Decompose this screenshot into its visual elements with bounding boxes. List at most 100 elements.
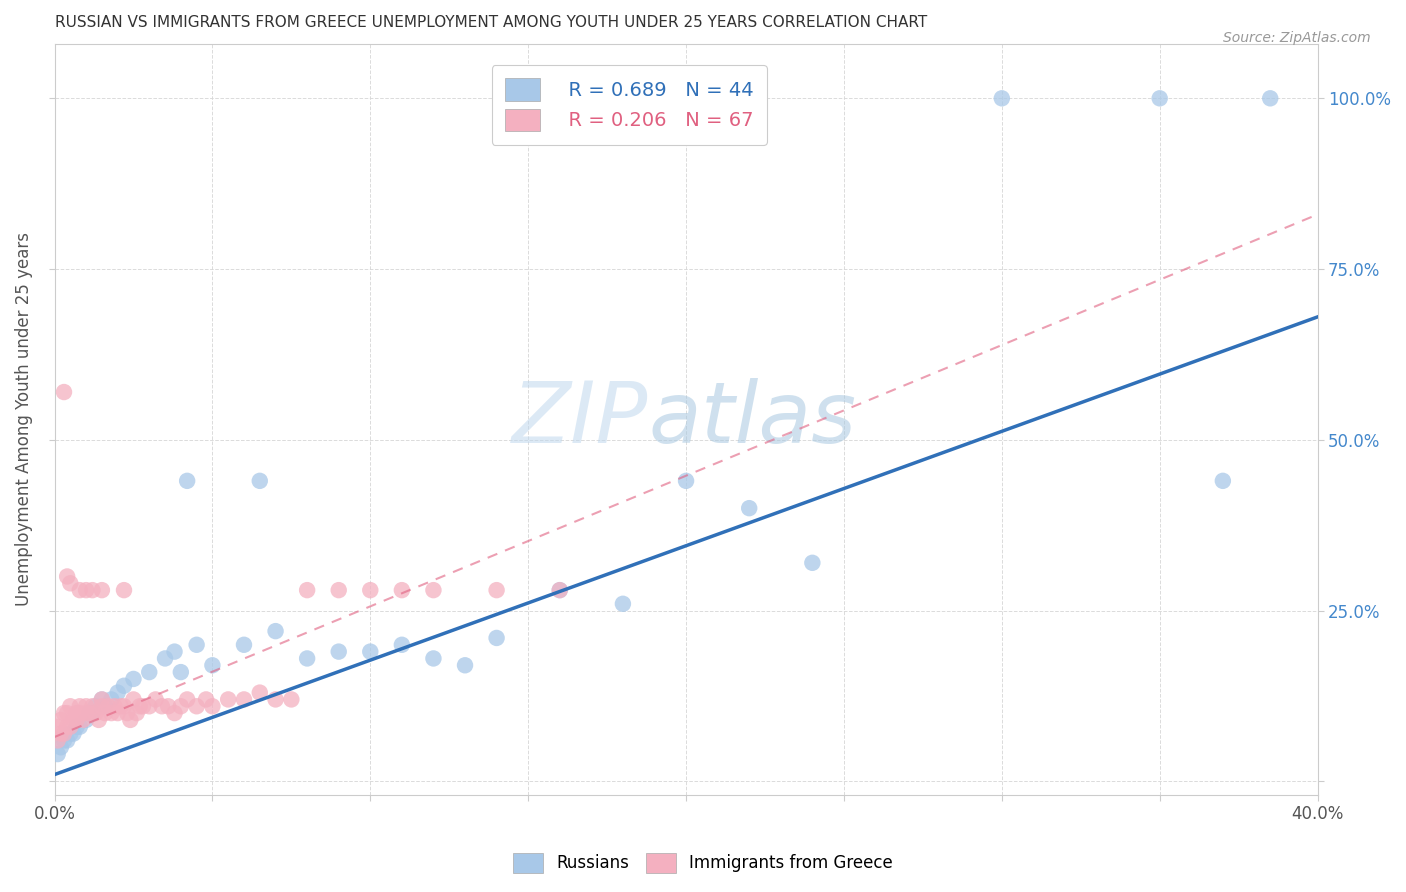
Text: ZIP: ZIP (512, 378, 648, 461)
Point (49, 713, 72, 727)
Text: Source: ZipAtlas.com: Source: ZipAtlas.com (1223, 31, 1371, 45)
Point (295, 651, 318, 665)
Point (56, 720, 79, 734)
Point (69, 720, 91, 734)
Point (249, 685, 271, 699)
Point (53, 733, 76, 747)
Point (186, 638, 208, 652)
Point (138, 665, 160, 679)
Point (157, 699, 180, 714)
Point (1149, 91, 1171, 105)
Point (75, 699, 97, 714)
Point (59, 699, 82, 714)
Point (59, 726, 82, 740)
Point (62, 713, 84, 727)
Point (122, 672, 145, 686)
Point (62, 726, 84, 740)
Point (115, 706, 138, 720)
Point (738, 501, 761, 516)
Point (49, 740, 72, 755)
Point (82, 699, 104, 714)
Point (107, 685, 129, 699)
Point (69, 583, 91, 598)
Point (53, 385, 76, 400)
Point (46, 720, 69, 734)
Point (112, 699, 135, 714)
Point (1258, 91, 1281, 105)
Point (90, 699, 112, 714)
Point (391, 638, 413, 652)
Point (359, 583, 381, 598)
Legend: Russians, Immigrants from Greece: Russians, Immigrants from Greece (506, 847, 900, 880)
Point (1212, 474, 1234, 488)
Point (233, 692, 256, 706)
Point (170, 699, 193, 714)
Point (201, 658, 224, 673)
Point (138, 699, 160, 714)
Point (82, 706, 104, 720)
Text: RUSSIAN VS IMMIGRANTS FROM GREECE UNEMPLOYMENT AMONG YOUTH UNDER 25 YEARS CORREL: RUSSIAN VS IMMIGRANTS FROM GREECE UNEMPL… (55, 15, 927, 30)
Point (801, 556, 824, 570)
Point (163, 706, 186, 720)
Point (69, 699, 91, 714)
Point (145, 692, 167, 706)
Point (84, 699, 107, 714)
Legend:   R = 0.689   N = 44,   R = 0.206   N = 67: R = 0.689 N = 44, R = 0.206 N = 67 (492, 64, 766, 145)
Point (150, 699, 173, 714)
Point (163, 645, 186, 659)
Y-axis label: Unemployment Among Youth under 25 years: Unemployment Among Youth under 25 years (15, 232, 32, 607)
Point (612, 597, 634, 611)
Point (201, 699, 224, 714)
Point (217, 692, 239, 706)
Point (328, 583, 350, 598)
Point (264, 692, 287, 706)
Point (56, 569, 79, 583)
Point (422, 651, 444, 665)
Point (280, 692, 302, 706)
Point (84, 706, 107, 720)
Point (675, 474, 697, 488)
Point (87, 713, 110, 727)
Point (94, 706, 117, 720)
Point (82, 583, 104, 598)
Point (295, 583, 318, 598)
Point (53, 706, 76, 720)
Point (132, 699, 155, 714)
Point (122, 692, 145, 706)
Point (128, 699, 150, 714)
Point (454, 658, 477, 673)
Point (94, 699, 117, 714)
Point (72, 713, 94, 727)
Point (170, 665, 193, 679)
Point (249, 474, 271, 488)
Point (391, 583, 413, 598)
Point (359, 645, 381, 659)
Point (112, 583, 135, 598)
Point (69, 706, 91, 720)
Point (77, 706, 100, 720)
Text: atlas: atlas (648, 378, 856, 461)
Point (75, 706, 97, 720)
Point (56, 733, 79, 747)
Point (46, 747, 69, 761)
Point (49, 726, 72, 740)
Point (110, 699, 132, 714)
Point (100, 706, 122, 720)
Point (46, 733, 69, 747)
Point (53, 726, 76, 740)
Point (97, 699, 120, 714)
Point (90, 692, 112, 706)
Point (176, 474, 198, 488)
Point (66, 720, 89, 734)
Point (233, 638, 256, 652)
Point (56, 706, 79, 720)
Point (77, 706, 100, 720)
Point (485, 583, 508, 598)
Point (100, 692, 122, 706)
Point (112, 679, 135, 693)
Point (548, 583, 571, 598)
Point (125, 706, 148, 720)
Point (153, 651, 176, 665)
Point (66, 706, 89, 720)
Point (264, 624, 287, 639)
